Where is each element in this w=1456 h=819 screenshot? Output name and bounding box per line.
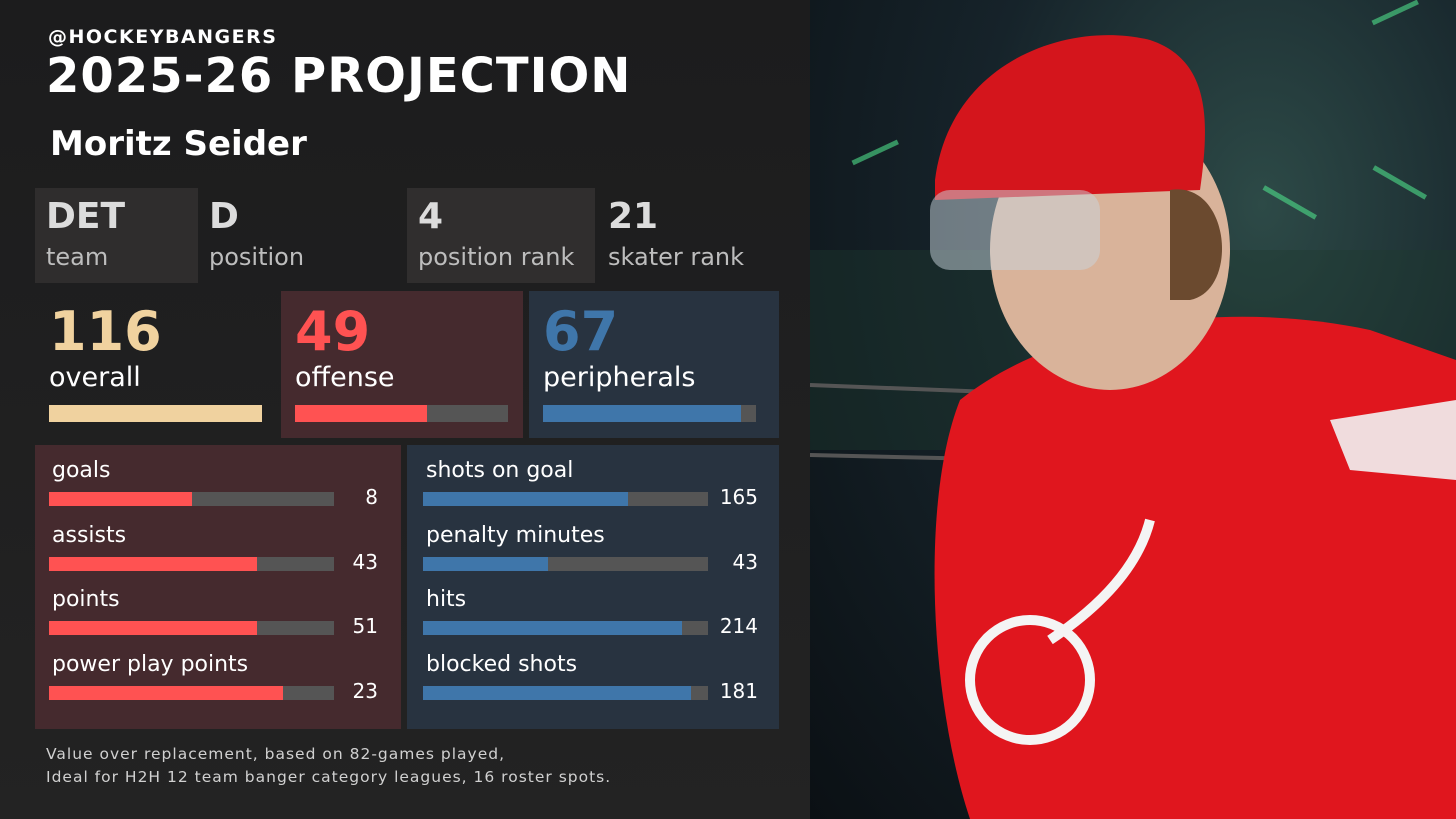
stat-label: points: [52, 587, 120, 612]
info-value: D: [209, 196, 239, 237]
bar-fill: [295, 405, 428, 422]
stat-value: 43: [732, 549, 758, 574]
bar-fill: [49, 685, 283, 700]
bar-fill: [49, 556, 258, 571]
stat-label: hits: [426, 587, 467, 612]
info-label: position rank: [418, 243, 575, 271]
player-photo: [810, 0, 1456, 819]
info-value: DET: [46, 196, 126, 237]
bar-fill: [49, 621, 258, 635]
stat-value: 8: [365, 485, 378, 509]
stat-value: 214: [719, 614, 758, 638]
player-name: Moritz Seider: [50, 124, 307, 164]
bar-fill: [423, 492, 629, 506]
bar-fill: [423, 685, 691, 700]
stats-panel: @HOCKEYBANGERS 2025-26 PROJECTION Moritz…: [0, 0, 810, 819]
bar-fill: [49, 405, 262, 422]
info-label: skater rank: [608, 243, 745, 271]
bar-fill: [423, 556, 549, 571]
stat-label: shots on goal: [426, 458, 574, 483]
score-value: 67: [543, 300, 619, 363]
info-value: 4: [418, 196, 444, 237]
score-label: overall: [49, 362, 141, 393]
footnote: Value over replacement, based on 82-game…: [46, 745, 506, 763]
title: 2025-26 PROJECTION: [46, 48, 632, 104]
score-label: peripherals: [543, 362, 696, 393]
stat-label: penalty minutes: [426, 522, 605, 548]
info-box: [407, 188, 595, 283]
stat-label: goals: [52, 458, 111, 483]
stat-value: 165: [719, 485, 758, 509]
handle: @HOCKEYBANGERS: [48, 26, 278, 48]
stat-value: 43: [352, 549, 378, 574]
bar-fill: [543, 405, 742, 422]
bar-fill: [423, 621, 683, 635]
info-label: position: [209, 243, 305, 271]
score-value: 49: [295, 300, 371, 363]
stat-value: 23: [352, 678, 378, 703]
bar-fill: [49, 492, 192, 506]
footnote: Ideal for H2H 12 team banger category le…: [46, 768, 612, 786]
score-value: 116: [49, 300, 162, 363]
stat-value: 51: [352, 614, 378, 638]
stat-value: 181: [719, 678, 758, 703]
info-value: 21: [608, 196, 659, 237]
photo-illustration: [810, 0, 1456, 819]
info-label: team: [46, 243, 109, 271]
info-box: [35, 188, 198, 283]
stat-label: blocked shots: [426, 651, 578, 677]
score-label: offense: [295, 362, 395, 393]
stat-label: power play points: [52, 651, 249, 677]
stat-label: assists: [52, 522, 127, 548]
